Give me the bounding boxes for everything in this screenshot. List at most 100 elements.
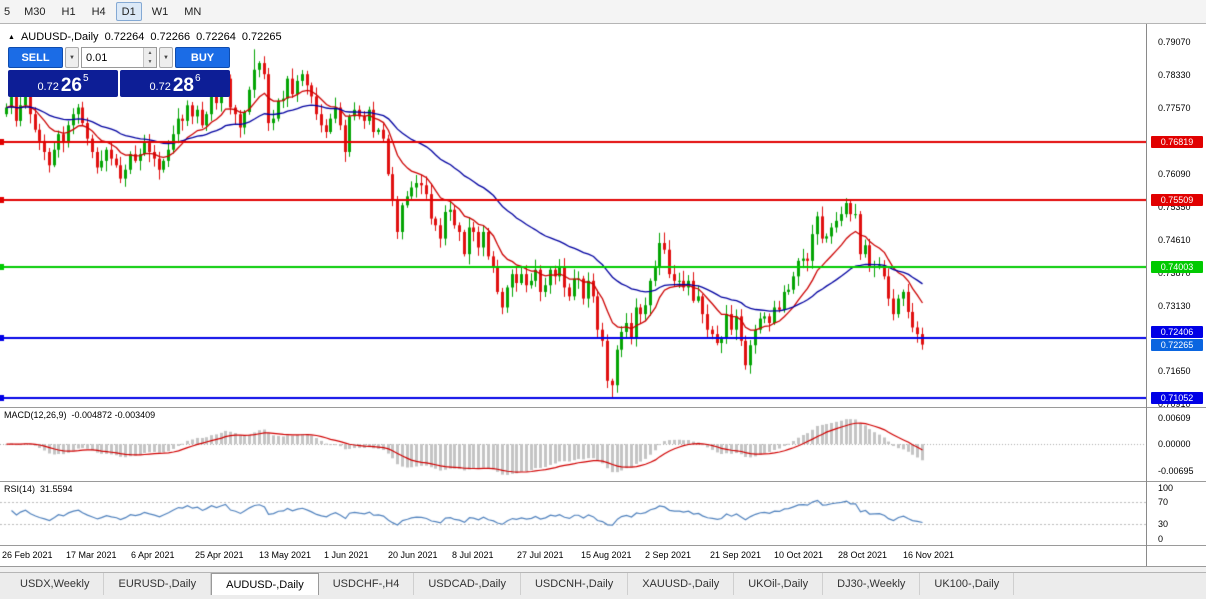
timeframe-d1[interactable]: D1	[115, 2, 142, 21]
sell-price-display[interactable]: 0.72 26 5	[8, 70, 118, 97]
chevron-up-icon: ▲	[147, 49, 153, 56]
time-axis-label: 10 Oct 2021	[774, 550, 824, 560]
sell-price-big: 26	[60, 75, 82, 96]
rsi-value: 31.5594	[40, 484, 73, 494]
timeframe-h4[interactable]: H4	[86, 2, 112, 21]
time-axis-label: 28 Oct 2021	[838, 550, 888, 560]
rsi-canvas[interactable]	[0, 482, 1146, 545]
readout-high: 0.72266	[150, 31, 191, 43]
level-price-badge: 0.71052	[1151, 392, 1203, 404]
rsi-label: RSI(14) 31.5594	[4, 484, 73, 494]
price-axis-tick: 0.71650	[1158, 366, 1191, 376]
macd-axis-tick: -0.00695	[1158, 466, 1194, 476]
rsi-axis-tick: 30	[1158, 519, 1169, 529]
level-price-badge: 0.75509	[1151, 194, 1203, 206]
trade-panel: SELL ▼ ▲ ▼ ▼ BUY 0.72 26 5 0.72 28 6	[8, 47, 230, 97]
tab-audusd-daily[interactable]: AUDUSD-,Daily	[211, 573, 319, 595]
chart-bottom-separator	[0, 566, 1206, 567]
macd-label: MACD(12,26,9) -0.004872 -0.003409	[4, 410, 155, 420]
level-price-badge: 0.76819	[1151, 136, 1203, 148]
macd-axis-tick: 0.00609	[1158, 413, 1191, 423]
tab-usdcnh-daily[interactable]: USDCNH-,Daily	[521, 573, 629, 595]
volume-field-wrap: ▲ ▼	[81, 47, 157, 68]
tab-usdcad-daily[interactable]: USDCAD-,Daily	[414, 573, 521, 595]
price-axis-tick: 0.77570	[1158, 103, 1191, 113]
chevron-down-icon: ▼	[69, 54, 75, 61]
window-bottom-strip	[0, 595, 1206, 599]
tab-uk100-daily[interactable]: UK100-,Daily	[920, 573, 1015, 595]
bid-price-badge: 0.72265	[1151, 339, 1203, 351]
tab-dj30-weekly[interactable]: DJ30-,Weekly	[823, 573, 921, 595]
time-axis-label: 13 May 2021	[259, 550, 312, 560]
timeframe-m5[interactable]: 5	[0, 2, 14, 21]
timeframe-m30[interactable]: M30	[18, 2, 51, 21]
buy-price-big: 28	[172, 75, 194, 96]
timeframe-w1[interactable]: W1	[146, 2, 175, 21]
buy-button[interactable]: BUY	[175, 47, 230, 68]
readout-symbol: AUDUSD-,Daily	[20, 31, 99, 43]
sell-button[interactable]: SELL	[8, 47, 63, 68]
sell-price-pip: 5	[83, 73, 89, 84]
time-axis-label: 16 Nov 2021	[903, 550, 955, 560]
rsi-title: RSI(14)	[4, 484, 36, 494]
rsi-axis-tick: 70	[1158, 497, 1169, 507]
time-axis-separator	[0, 545, 1206, 546]
time-axis-label: 21 Sep 2021	[710, 550, 762, 560]
time-axis-label: 25 Apr 2021	[195, 550, 244, 560]
rsi-pane-splitter[interactable]	[0, 481, 1206, 482]
timeframe-toolbar: 5 M30 H1 H4 D1 W1 MN	[0, 0, 1206, 24]
tab-usdx-weekly[interactable]: USDX,Weekly	[6, 573, 105, 595]
buy-dropdown-button[interactable]: ▼	[159, 47, 173, 68]
price-axis-tick: 0.76090	[1158, 169, 1191, 179]
tab-usdchf-h4[interactable]: USDCHF-,H4	[319, 573, 415, 595]
price-axis-tick: 0.78330	[1158, 70, 1191, 80]
volume-down-button[interactable]: ▼	[144, 57, 156, 67]
symbol-readout: ▲ AUDUSD-,Daily 0.72264 0.72266 0.72264 …	[8, 31, 282, 43]
sell-price-prefix: 0.72	[37, 81, 59, 93]
readout-open: 0.72264	[104, 31, 145, 43]
time-axis-label: 17 Mar 2021	[66, 550, 117, 560]
volume-input[interactable]	[82, 48, 143, 67]
price-axis-tick: 0.79070	[1158, 37, 1191, 47]
macd-values: -0.004872 -0.003409	[71, 410, 156, 420]
time-axis-label: 6 Apr 2021	[131, 550, 175, 560]
price-axis-tick: 0.70910	[1158, 399, 1191, 409]
macd-canvas[interactable]	[0, 408, 1146, 481]
time-axis-label: 1 Jun 2021	[324, 550, 369, 560]
time-axis-label: 26 Feb 2021	[2, 550, 53, 560]
volume-up-button[interactable]: ▲	[144, 48, 156, 58]
tab-eurusd-daily[interactable]: EURUSD-,Daily	[104, 573, 212, 595]
price-axis-tick: 0.73130	[1158, 301, 1191, 311]
buy-price-display[interactable]: 0.72 28 6	[120, 70, 230, 97]
tab-xauusd-daily[interactable]: XAUUSD-,Daily	[628, 573, 735, 595]
timeframe-h1[interactable]: H1	[56, 2, 82, 21]
volume-stepper: ▲ ▼	[143, 48, 156, 67]
level-price-badge: 0.72406	[1151, 326, 1203, 338]
chevron-down-icon: ▼	[147, 59, 153, 66]
rsi-axis-tick: 100	[1158, 483, 1174, 493]
chevron-down-icon: ▼	[163, 54, 169, 61]
rsi-axis-tick: 0	[1158, 534, 1164, 544]
tab-ukoil-daily[interactable]: UKOil-,Daily	[734, 573, 824, 595]
time-axis-label: 2 Sep 2021	[645, 550, 692, 560]
buy-price-prefix: 0.72	[149, 81, 171, 93]
level-price-badge: 0.74003	[1151, 261, 1203, 273]
macd-pane-splitter[interactable]	[0, 407, 1206, 408]
chart-marker-icon: ▲	[8, 33, 15, 41]
readout-low: 0.72264	[196, 31, 236, 43]
price-axis-tick: 0.74610	[1158, 235, 1191, 245]
price-axis-tick: 0.73870	[1158, 268, 1191, 278]
time-axis-label: 20 Jun 2021	[388, 550, 438, 560]
timeframe-mn[interactable]: MN	[178, 2, 207, 21]
price-axis-tick: 0.75350	[1158, 202, 1191, 212]
price-axis-separator	[1146, 24, 1147, 566]
sell-dropdown-button[interactable]: ▼	[65, 47, 79, 68]
buy-price-pip: 6	[195, 73, 201, 84]
readout-close: 0.72265	[241, 31, 282, 43]
time-axis-label: 27 Jul 2021	[517, 550, 564, 560]
chart-tab-bar: USDX,Weekly EURUSD-,Daily AUDUSD-,Daily …	[0, 572, 1206, 595]
macd-axis-tick: 0.00000	[1158, 439, 1191, 449]
time-axis-label: 15 Aug 2021	[581, 550, 632, 560]
time-axis-label: 8 Jul 2021	[452, 550, 494, 560]
